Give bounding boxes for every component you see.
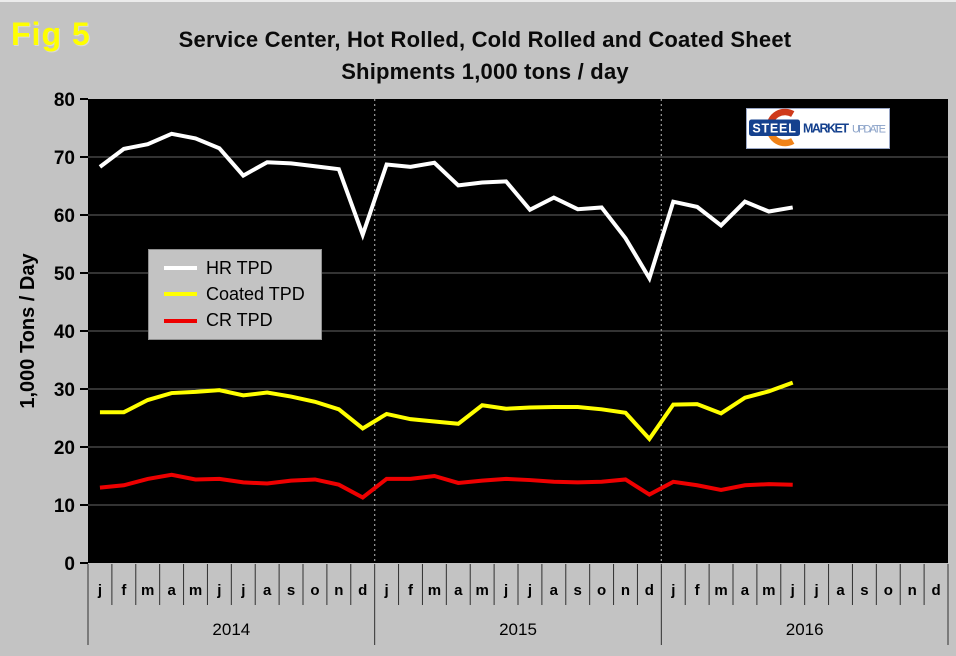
series-line-hr-tpd bbox=[98, 131, 794, 284]
month-label: a bbox=[454, 582, 463, 599]
month-label: d bbox=[931, 582, 940, 599]
month-label: a bbox=[741, 582, 750, 599]
month-label: j bbox=[670, 582, 675, 599]
y-tick-label: 0 bbox=[64, 554, 75, 575]
smu-logo-graphic: STEEL MARKET UPDATE bbox=[746, 108, 890, 149]
chart-title-line1: Service Center, Hot Rolled, Cold Rolled … bbox=[178, 27, 792, 52]
month-label: m bbox=[475, 582, 488, 599]
month-label: s bbox=[287, 582, 295, 599]
month-label: m bbox=[428, 582, 441, 599]
month-label: m bbox=[189, 582, 202, 599]
year-label: 2014 bbox=[212, 620, 250, 639]
legend-item-cr: CR TPD bbox=[164, 310, 321, 331]
month-label: s bbox=[860, 582, 868, 599]
month-label: j bbox=[503, 582, 508, 599]
y-tick-label: 70 bbox=[54, 148, 75, 169]
month-label: m bbox=[141, 582, 154, 599]
chart-title-line2: Shipments 1,000 tons / day bbox=[341, 59, 629, 84]
y-tick-label: 80 bbox=[54, 90, 75, 111]
year-label: 2016 bbox=[786, 620, 824, 639]
series-line-coated-tpd bbox=[99, 380, 794, 443]
smu-logo: STEEL MARKET UPDATE bbox=[746, 108, 890, 149]
month-label: j bbox=[216, 582, 221, 599]
month-label: d bbox=[645, 582, 654, 599]
month-label: m bbox=[762, 582, 775, 599]
y-tick-label: 20 bbox=[54, 438, 75, 459]
month-label: a bbox=[167, 582, 176, 599]
legend-swatch-hr bbox=[164, 266, 197, 271]
legend-swatch-coated bbox=[164, 292, 197, 297]
month-label: j bbox=[97, 582, 102, 599]
logo-text-update: UPDATE bbox=[852, 124, 886, 136]
logo-text-market: MARKET bbox=[803, 122, 849, 136]
month-label: j bbox=[790, 582, 795, 599]
y-tick-label: 50 bbox=[54, 264, 75, 285]
month-label: f bbox=[121, 582, 127, 599]
month-label: j bbox=[384, 582, 389, 599]
month-label: j bbox=[240, 582, 245, 599]
legend-label-cr: CR TPD bbox=[206, 310, 273, 331]
legend-label-hr: HR TPD bbox=[206, 257, 273, 278]
month-label: o bbox=[597, 582, 606, 599]
month-label: a bbox=[550, 582, 559, 599]
y-tick-label: 10 bbox=[54, 496, 75, 517]
month-label: m bbox=[714, 582, 727, 599]
legend-item-coated: Coated TPD bbox=[164, 284, 321, 305]
month-label: o bbox=[884, 582, 893, 599]
legend-label-coated: Coated TPD bbox=[206, 283, 305, 304]
figure-label: Fig 5 bbox=[11, 16, 91, 52]
legend-item-hr: HR TPD bbox=[164, 258, 321, 279]
y-tick-label: 30 bbox=[54, 380, 75, 401]
month-label: f bbox=[695, 582, 701, 599]
month-label: n bbox=[334, 582, 343, 599]
logo-steel-badge bbox=[749, 119, 800, 136]
y-tick-label: 40 bbox=[54, 322, 75, 343]
logo-text-steel: STEEL bbox=[752, 122, 796, 136]
month-label: n bbox=[908, 582, 917, 599]
month-label: d bbox=[358, 582, 367, 599]
chart-title: Service Center, Hot Rolled, Cold Rolled … bbox=[80, 24, 890, 88]
month-label: j bbox=[527, 582, 532, 599]
month-label: j bbox=[814, 582, 819, 599]
year-label: 2015 bbox=[499, 620, 537, 639]
legend: HR TPD Coated TPD CR TPD bbox=[148, 249, 322, 340]
series-line-cr-tpd bbox=[99, 472, 793, 500]
month-label: o bbox=[310, 582, 319, 599]
month-label: n bbox=[621, 582, 630, 599]
month-label: f bbox=[408, 582, 414, 599]
y-tick-label: 60 bbox=[54, 206, 75, 227]
month-label: a bbox=[263, 582, 272, 599]
month-label: a bbox=[836, 582, 845, 599]
legend-swatch-cr bbox=[164, 318, 197, 323]
month-label: s bbox=[574, 582, 582, 599]
